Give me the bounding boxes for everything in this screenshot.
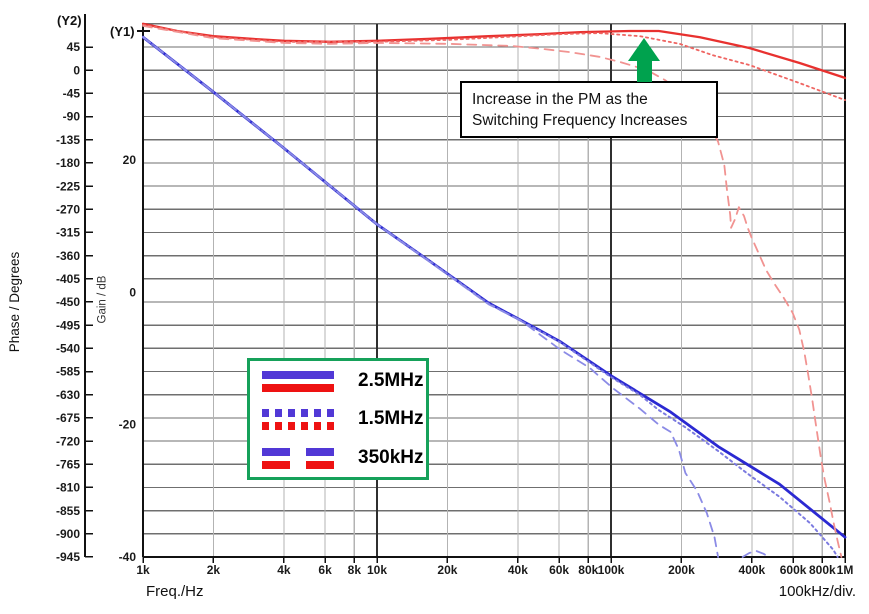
phase-tick-marks [85, 46, 93, 558]
phase-tick-label: -720 [56, 434, 80, 448]
gain-tick-label: 20 [123, 153, 137, 167]
freq-tick-label: 20k [437, 563, 457, 577]
curve-1-5mhz-phase [142, 23, 846, 101]
legend-item-2.5mhz: 2.5MHz [262, 369, 424, 399]
legend-swatch-solid [262, 369, 334, 395]
freq-tick-label: 200k [668, 563, 695, 577]
gain-tick-label: -20 [119, 418, 137, 432]
pm-increase-arrow-shaft [637, 59, 652, 82]
freq-tick-label: 1k [136, 563, 150, 577]
pm-increase-arrow-icon [628, 38, 660, 61]
gain-axis-title: Gain / dB [96, 275, 109, 324]
freq-tick-label: 1M [837, 563, 854, 577]
gain-tick-label: 0 [129, 285, 136, 299]
freq-tick-label: 100k [598, 563, 625, 577]
phase-tick-label: -225 [56, 179, 80, 193]
phase-tick-label: -315 [56, 226, 80, 240]
legend-item-350khz: 350kHz [262, 446, 424, 476]
freq-tick-label: 8k [348, 563, 362, 577]
phase-tick-label: -135 [56, 133, 80, 147]
phase-tick-label: 45 [67, 40, 81, 54]
legend-label: 1.5MHz [358, 408, 424, 429]
freq-tick-label: 60k [549, 563, 569, 577]
freq-tick-label: 4k [277, 563, 291, 577]
phase-tick-label: -675 [56, 411, 80, 425]
curves [142, 22, 847, 558]
freq-tick-label: 2k [207, 563, 221, 577]
phase-tick-label: -180 [56, 156, 80, 170]
legend-swatch-line [262, 422, 334, 430]
x-axis-title: Freq./Hz [146, 583, 204, 600]
legend-swatch-line [262, 409, 334, 417]
legend-label: 350kHz [358, 447, 424, 468]
freq-tick-label: 40k [508, 563, 528, 577]
phase-tick-label: -405 [56, 272, 80, 286]
y1-axis-tag: (Y1) [110, 24, 135, 39]
phase-tick-label: -495 [56, 318, 80, 332]
phase-tick-label: 0 [73, 63, 80, 77]
legend: 2.5MHz 1.5MHz 350kHz [247, 358, 429, 480]
freq-tick-label: 6k [318, 563, 332, 577]
annotation-line2: Switching Frequency Increases [472, 112, 688, 129]
annotation-box: Increase in the PM as the Switching Freq… [460, 81, 718, 138]
freq-tick-label: 80k [578, 563, 598, 577]
phase-tick-label: -45 [63, 87, 81, 101]
freq-tick-label: 600k [780, 563, 807, 577]
freq-tick-label: 800k [809, 563, 836, 577]
phase-tick-label: -90 [63, 110, 81, 124]
phase-tick-label: -900 [56, 527, 80, 541]
axes [84, 14, 846, 558]
legend-swatch-dashed [262, 446, 334, 472]
phase-tick-label: -360 [56, 249, 80, 263]
legend-swatch-line [262, 448, 334, 456]
freq-tick-label: 400k [739, 563, 766, 577]
phase-tick-label: -810 [56, 481, 80, 495]
y2-axis-tag: (Y2) [57, 13, 82, 28]
legend-swatch-line [262, 384, 334, 392]
legend-swatch-dotted [262, 407, 334, 433]
freq-tick-label: 10k [367, 563, 387, 577]
phase-tick-label: -585 [56, 365, 80, 379]
legend-swatch-line [262, 371, 334, 379]
phase-tick-label: -765 [56, 457, 80, 471]
phase-axis-title: Phase / Degrees [7, 251, 22, 353]
curve-350khz-gain [142, 36, 770, 558]
phase-tick-label: -540 [56, 342, 80, 356]
curve-2-5mhz-phase [142, 22, 847, 80]
phase-tick-label: -855 [56, 504, 80, 518]
phase-tick-label: -270 [56, 202, 80, 216]
legend-swatch-line [262, 461, 334, 469]
phase-tick-label: -945 [56, 550, 80, 564]
phase-tick-label: -630 [56, 388, 80, 402]
freq-tick-marks [142, 557, 846, 563]
x-axis-div-note: 100kHz/div. [778, 583, 856, 600]
gain-tick-label: -40 [119, 550, 137, 564]
curve-350khz-phase [142, 25, 843, 558]
legend-item-1.5mhz: 1.5MHz [262, 407, 424, 437]
annotation-line1: Increase in the PM as the [472, 91, 648, 108]
phase-tick-label: -450 [56, 295, 80, 309]
horizontal-gridlines [143, 23, 845, 558]
legend-label: 2.5MHz [358, 370, 424, 391]
